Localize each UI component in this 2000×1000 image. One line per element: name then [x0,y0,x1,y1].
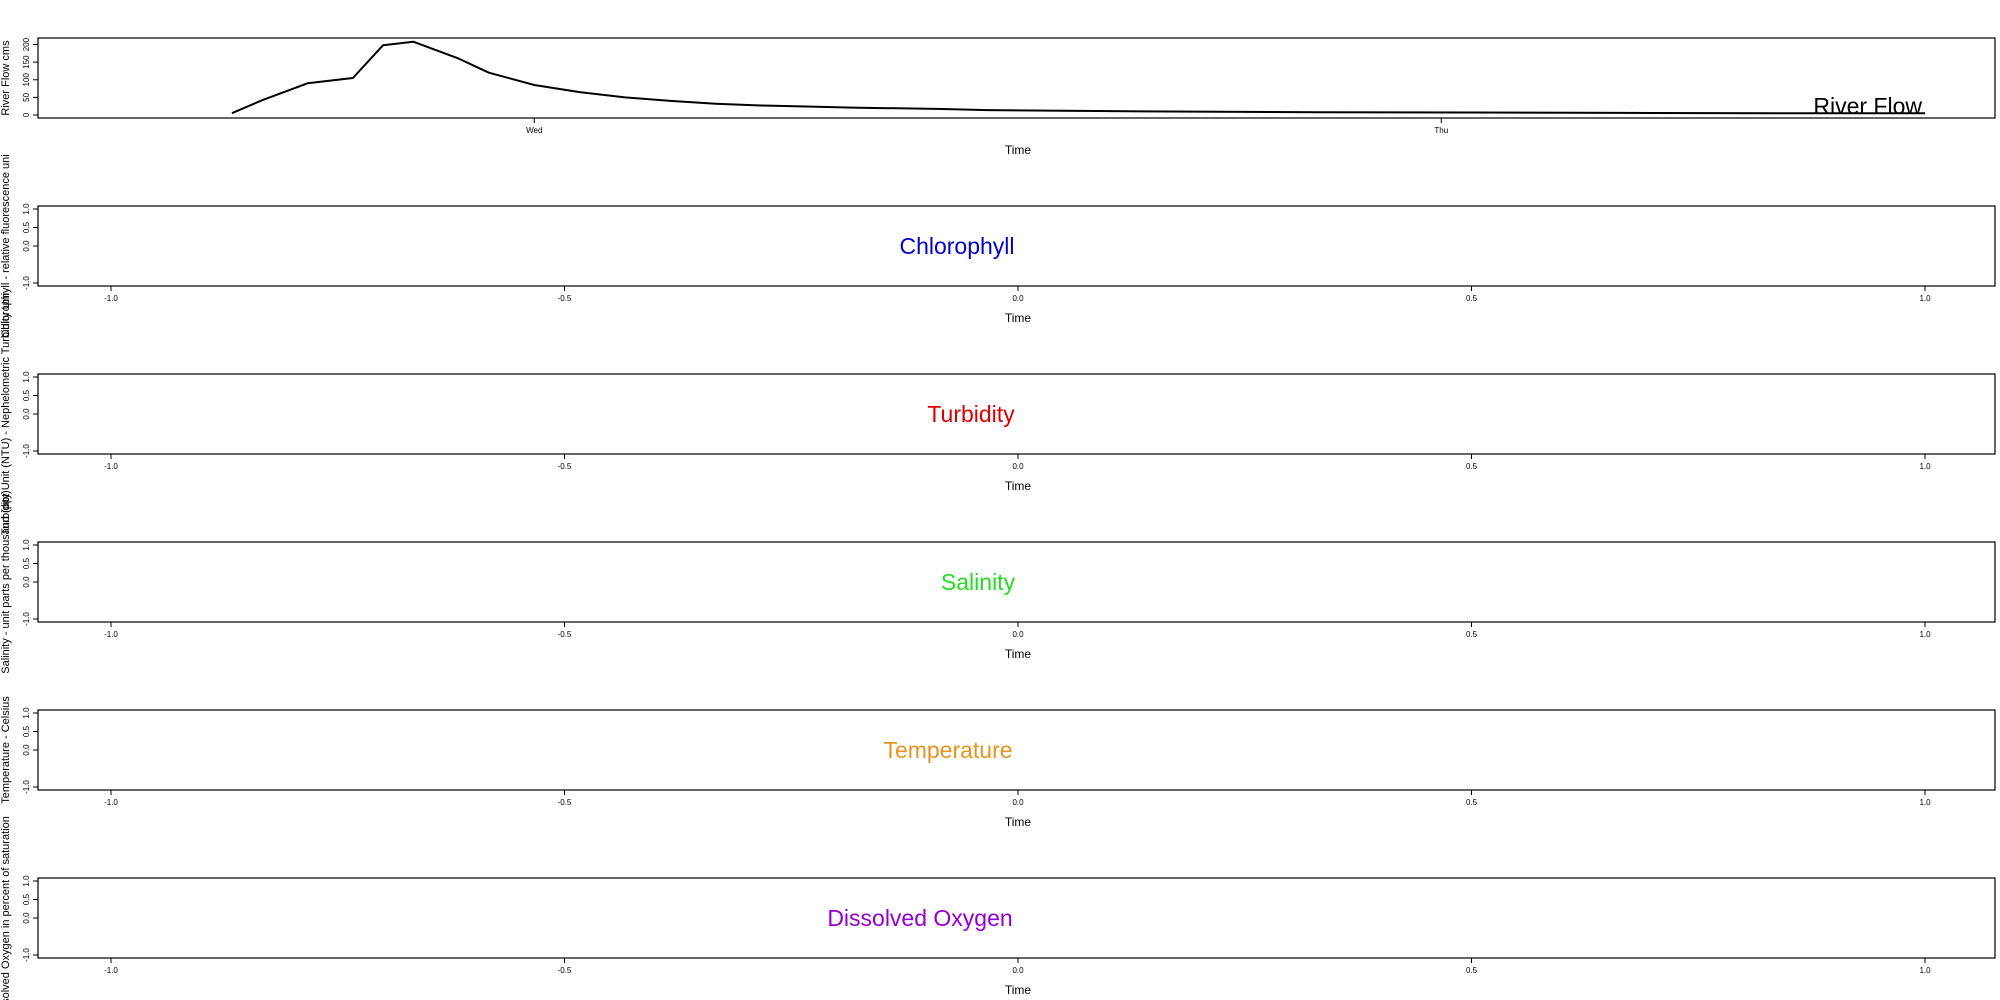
x-axis-label: Time [1005,647,1032,661]
x-tick-label: 0.0 [1012,630,1024,639]
panel-frame [37,373,1996,455]
x-tick-label: -1.0 [104,462,118,471]
x-tick-label: 1.0 [1919,294,1931,303]
panel-title: Chlorophyll [899,233,1014,259]
x-axis-label: Time [1005,815,1032,829]
x-tick-label: -0.5 [558,966,572,975]
y-axis-label: Chlorophyll - relative fluorescence uni [0,154,12,337]
panel-6: -1.0 -0.5 0.0 0.5 1.0 -1.0 0.0 0.5 1.0 Time Dissol… [0,816,1996,1000]
y-axis-label: Salinity - unit parts per thousand (ppt) [0,490,12,673]
panel-title: Dissolved Oxygen [827,905,1012,931]
y-tick-label: 1.0 [22,539,31,551]
y-tick-label: 1.0 [22,875,31,887]
y-tick-label: -1.0 [22,276,31,290]
panel-1: Wed Thu 0 50 100 150 200 Time River Flow cms Rive… [0,37,1996,157]
x-tick-label: 0.5 [1466,630,1478,639]
y-tick-label: 0.5 [22,893,31,905]
panel-5: -1.0 -0.5 0.0 0.5 1.0 -1.0 0.0 0.5 1.0 Time Temper… [0,696,1996,829]
x-axis-label: Time [1005,983,1032,997]
y-axis-label: Dissolved Oxygen in percent of saturatio… [0,816,12,1000]
x-tick-label: 1.0 [1919,462,1931,471]
x-tick-label: 0.0 [1012,294,1024,303]
y-tick-label: 100 [22,73,31,87]
panel-frame [37,709,1996,791]
x-tick-label: -1.0 [104,294,118,303]
y-tick-label: -1.0 [22,780,31,794]
x-tick-label: 1.0 [1919,630,1931,639]
panel-title: Temperature [883,737,1012,763]
panel-title: Salinity [941,569,1016,595]
x-tick-label: 1.0 [1919,966,1931,975]
x-tick-label: Wed [526,126,542,135]
x-tick-label: Thu [1434,126,1448,135]
x-tick-label: -0.5 [558,462,572,471]
x-axis-label: Time [1005,311,1032,325]
x-tick-label: -1.0 [104,630,118,639]
y-tick-label: 0.0 [22,240,31,252]
x-tick-label: 0.0 [1012,462,1024,471]
series-line [231,40,1925,115]
y-tick-label: 0.0 [22,408,31,420]
x-tick-label: 1.0 [1919,798,1931,807]
panel-4: -1.0 -0.5 0.0 0.5 1.0 -1.0 0.0 0.5 1.0 Time Salini… [0,490,1996,674]
x-tick-label: -0.5 [558,798,572,807]
y-tick-label: -1.0 [22,948,31,962]
y-tick-label: 150 [22,55,31,69]
y-tick-label: 1.0 [22,203,31,215]
y-axis-label: Temperature - Celsius [0,696,12,804]
x-tick-label: 0.0 [1012,966,1024,975]
y-tick-label: 0.0 [22,744,31,756]
panel-title: Turbidity [927,401,1015,427]
y-tick-label: 0 [22,112,31,117]
y-tick-label: 50 [22,92,31,101]
panel-frame [37,541,1996,623]
panel-2: -1.0 -0.5 0.0 0.5 1.0 -1.0 0.0 0.5 1.0 Time Chloro… [0,154,1996,338]
y-tick-label: -1.0 [22,444,31,458]
y-tick-label: 0.5 [22,389,31,401]
x-tick-label: 0.5 [1466,798,1478,807]
y-tick-label: -1.0 [22,612,31,626]
y-tick-label: 0.5 [22,221,31,233]
panel-3: -1.0 -0.5 0.0 0.5 1.0 -1.0 0.0 0.5 1.0 Time Turbid… [0,293,1996,535]
y-axis-label: River Flow cms [0,40,12,116]
x-tick-label: -0.5 [558,294,572,303]
y-tick-label: 0.0 [22,576,31,588]
panel-frame [37,205,1996,287]
x-tick-label: 0.0 [1012,798,1024,807]
x-tick-label: -1.0 [104,798,118,807]
y-tick-label: 0.5 [22,725,31,737]
panel-title: River Flow [1813,93,1922,119]
panel-frame [37,877,1996,959]
panel-frame [37,37,1996,119]
x-tick-label: -0.5 [558,630,572,639]
x-axis-label: Time [1005,479,1032,493]
x-axis-label: Time [1005,143,1032,157]
x-tick-label: -1.0 [104,966,118,975]
x-tick-label: 0.5 [1466,966,1478,975]
y-axis-label: Turbidity Unit (NTU) - Nephelometric Tur… [0,293,12,535]
x-tick-label: 0.5 [1466,294,1478,303]
y-tick-label: 0.0 [22,912,31,924]
y-tick-label: 200 [22,37,31,51]
y-tick-label: 0.5 [22,557,31,569]
y-tick-label: 1.0 [22,371,31,383]
y-tick-label: 1.0 [22,707,31,719]
x-tick-label: 0.5 [1466,462,1478,471]
